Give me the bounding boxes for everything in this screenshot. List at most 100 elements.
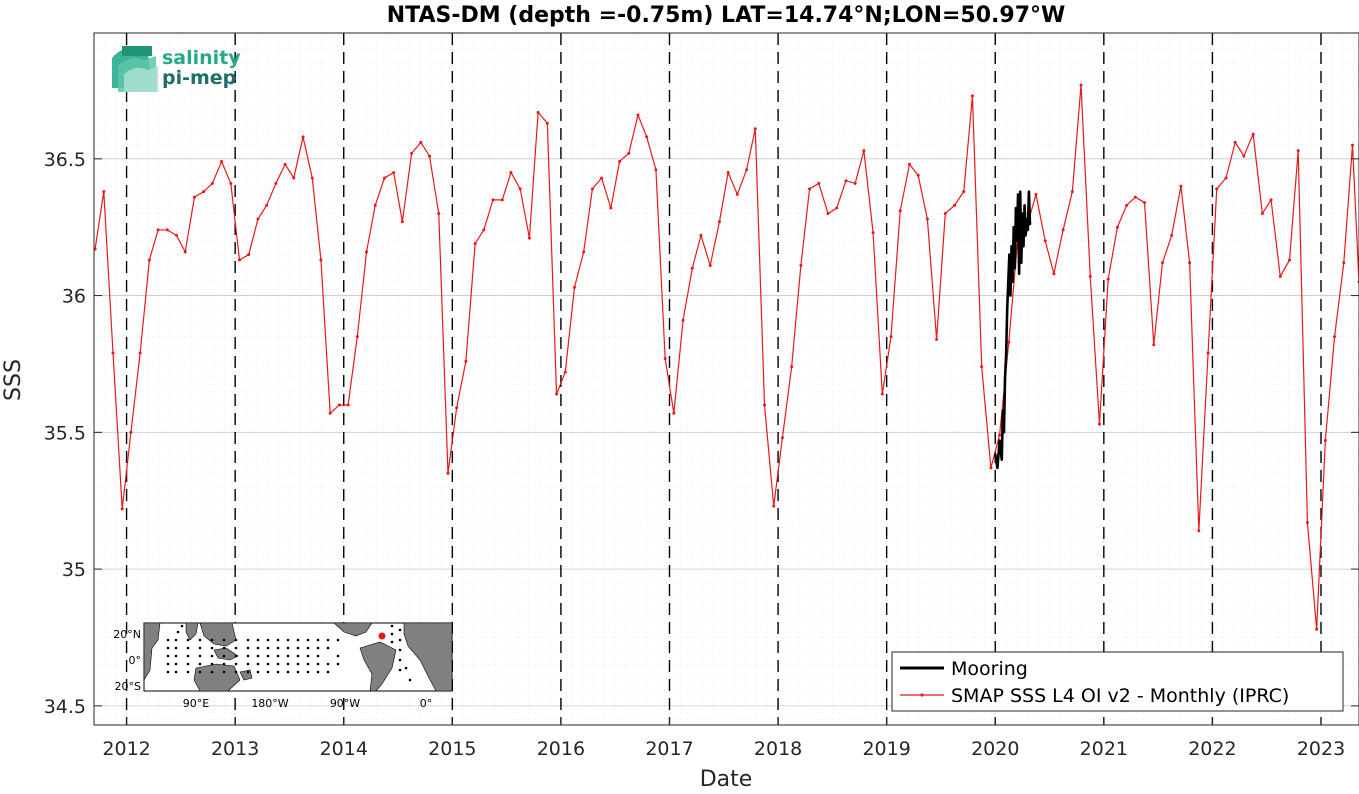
series-point-smap	[1297, 149, 1300, 152]
series-point-smap	[555, 393, 558, 396]
series-point-smap	[799, 264, 802, 267]
series-point-smap	[1224, 176, 1227, 179]
series-point-smap	[319, 259, 322, 262]
map-station-dot	[277, 671, 280, 674]
series-point-smap	[808, 187, 811, 190]
series-point-smap	[1007, 341, 1010, 344]
series-point-smap	[509, 171, 512, 174]
series-point-smap	[428, 155, 431, 158]
map-station-dot	[235, 639, 238, 642]
series-point-smap	[338, 403, 341, 406]
series-line-smap	[95, 85, 1359, 629]
series-point-smap	[790, 365, 793, 368]
x-tick-label-2021: 2021	[1080, 738, 1128, 760]
series-point-smap	[129, 431, 132, 434]
x-axis-label: Date	[700, 767, 753, 790]
map-station-dot	[317, 639, 320, 642]
series-point-smap	[781, 436, 784, 439]
series-point-smap	[528, 237, 531, 240]
series-point-mooring	[1015, 207, 1017, 209]
inset-map-station-marker	[379, 633, 386, 640]
map-station-dot	[167, 639, 170, 642]
series-point-smap	[718, 220, 721, 223]
map-station-dot	[307, 671, 310, 674]
series-point-mooring	[1009, 295, 1011, 297]
map-station-dot	[277, 655, 280, 658]
series-point-smap	[899, 209, 902, 212]
series-point-smap	[953, 204, 956, 207]
map-station-dot	[167, 655, 170, 658]
series-point-smap	[989, 466, 992, 469]
series-point-smap	[1252, 133, 1255, 136]
series-point-smap	[1170, 234, 1173, 237]
series-point-mooring	[1014, 267, 1016, 269]
map-station-dot	[337, 663, 340, 666]
map-station-dot	[391, 641, 394, 644]
map-station-dot	[267, 671, 270, 674]
series-point-smap	[102, 190, 105, 193]
series-point-smap	[854, 182, 857, 185]
map-station-dot	[199, 671, 202, 674]
x-tick-label-2015: 2015	[428, 738, 476, 760]
map-station-dot	[409, 679, 412, 682]
legend-label-smap: SMAP SSS L4 OI v2 - Monthly (IPRC)	[951, 685, 1289, 707]
map-station-dot	[247, 663, 250, 666]
series-point-smap	[772, 505, 775, 508]
series-point-smap	[709, 264, 712, 267]
map-lon-label-0: 0°	[420, 697, 433, 710]
series-point-smap	[1234, 141, 1237, 144]
x-tick-label-2020: 2020	[971, 738, 1019, 760]
map-station-dot	[257, 647, 260, 650]
series-point-smap	[582, 250, 585, 253]
series-point-smap	[1125, 204, 1128, 207]
series-point-smap	[1179, 185, 1182, 188]
map-station-dot	[223, 671, 226, 674]
map-station-dot	[327, 647, 330, 650]
series-point-smap	[1062, 228, 1065, 231]
x-tick-label-2014: 2014	[320, 738, 368, 760]
series-point-smap	[654, 168, 657, 171]
series-point-smap	[1324, 439, 1327, 442]
map-station-dot	[399, 629, 402, 632]
series-point-smap	[419, 141, 422, 144]
series-point-smap	[492, 198, 495, 201]
series-point-smap	[862, 149, 865, 152]
series-point-smap	[872, 231, 875, 234]
series-point-smap	[591, 187, 594, 190]
map-station-dot	[175, 663, 178, 666]
map-lon-label-90w: 90°W	[330, 697, 360, 710]
y-tick-label-36.5: 36.5	[44, 149, 86, 171]
x-tick-label-2022: 2022	[1188, 738, 1236, 760]
series-point-smap	[157, 228, 160, 231]
map-station-dot	[167, 647, 170, 650]
series-point-smap	[844, 179, 847, 182]
map-station-dot	[211, 663, 214, 666]
series-point-smap	[166, 228, 169, 231]
series-point-mooring	[996, 467, 998, 469]
series-point-smap	[220, 160, 223, 163]
series-point-mooring	[1021, 213, 1023, 215]
series-point-smap	[121, 507, 124, 510]
map-station-dot	[267, 647, 270, 650]
series-point-smap	[600, 176, 603, 179]
series-point-mooring	[999, 440, 1001, 442]
series-point-mooring	[1001, 459, 1003, 461]
series-point-mooring	[1003, 431, 1005, 433]
series-point-mooring	[1019, 191, 1021, 193]
series-point-smap	[736, 193, 739, 196]
series-point-smap	[1207, 352, 1210, 355]
series-point-smap	[1279, 275, 1282, 278]
series-point-smap	[1152, 343, 1155, 346]
map-station-dot	[167, 671, 170, 674]
map-station-dot	[175, 655, 178, 658]
map-station-dot	[399, 639, 402, 642]
series-point-smap	[482, 228, 485, 231]
series-point-smap	[302, 135, 305, 138]
series-point-smap	[890, 335, 893, 338]
map-station-dot	[405, 667, 408, 670]
inset-map: 20°N 0° 20°S 90°E 180°W 90°W 0°	[113, 623, 452, 710]
map-lat-label-20n: 20°N	[113, 628, 141, 641]
map-station-dot	[317, 671, 320, 674]
map-station-dot	[257, 671, 260, 674]
legend-label-mooring: Mooring	[951, 658, 1028, 680]
